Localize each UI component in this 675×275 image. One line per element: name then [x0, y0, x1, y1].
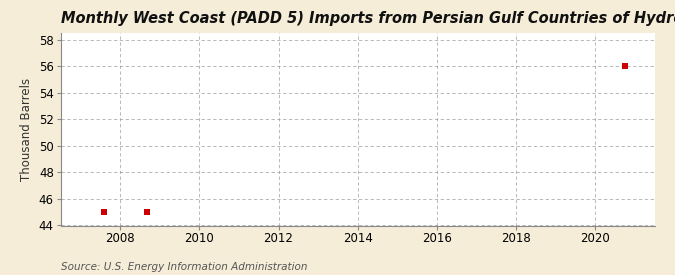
Point — [620, 64, 630, 68]
Point — [141, 210, 152, 214]
Text: Monthly West Coast (PADD 5) Imports from Persian Gulf Countries of Hydrocarbon G: Monthly West Coast (PADD 5) Imports from… — [61, 11, 675, 26]
Point — [98, 210, 109, 214]
Y-axis label: Thousand Barrels: Thousand Barrels — [20, 78, 33, 181]
Text: Source: U.S. Energy Information Administration: Source: U.S. Energy Information Administ… — [61, 262, 307, 272]
